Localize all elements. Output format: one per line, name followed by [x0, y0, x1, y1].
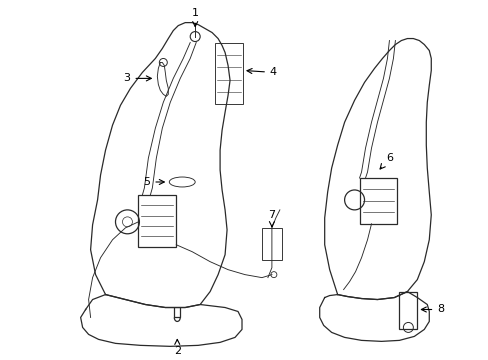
Bar: [262, 228, 281, 260]
Bar: [359, 178, 397, 224]
Text: 5: 5: [143, 177, 164, 187]
Text: 2: 2: [173, 339, 181, 356]
Text: 3: 3: [123, 73, 151, 84]
Bar: [399, 292, 416, 329]
Bar: [215, 42, 243, 104]
Text: 6: 6: [379, 153, 392, 169]
Bar: [138, 195, 176, 247]
Text: 8: 8: [421, 305, 444, 315]
Text: 7: 7: [268, 210, 275, 226]
Text: 1: 1: [191, 8, 198, 27]
Text: 4: 4: [246, 67, 277, 77]
